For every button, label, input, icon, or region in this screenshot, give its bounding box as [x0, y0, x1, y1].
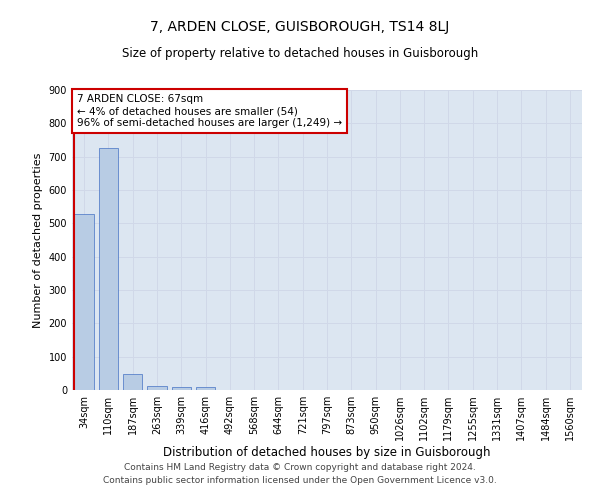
Text: Size of property relative to detached houses in Guisborough: Size of property relative to detached ho…: [122, 48, 478, 60]
Text: Contains HM Land Registry data © Crown copyright and database right 2024.
Contai: Contains HM Land Registry data © Crown c…: [103, 464, 497, 485]
Text: 7, ARDEN CLOSE, GUISBOROUGH, TS14 8LJ: 7, ARDEN CLOSE, GUISBOROUGH, TS14 8LJ: [151, 20, 449, 34]
X-axis label: Distribution of detached houses by size in Guisborough: Distribution of detached houses by size …: [163, 446, 491, 459]
Bar: [196, 386, 215, 390]
Bar: [172, 386, 191, 390]
Bar: [99, 148, 118, 390]
Bar: [74, 214, 94, 390]
Y-axis label: Number of detached properties: Number of detached properties: [33, 152, 43, 328]
Bar: [147, 386, 167, 390]
Text: 7 ARDEN CLOSE: 67sqm
← 4% of detached houses are smaller (54)
96% of semi-detach: 7 ARDEN CLOSE: 67sqm ← 4% of detached ho…: [77, 94, 342, 128]
Bar: [123, 374, 142, 390]
